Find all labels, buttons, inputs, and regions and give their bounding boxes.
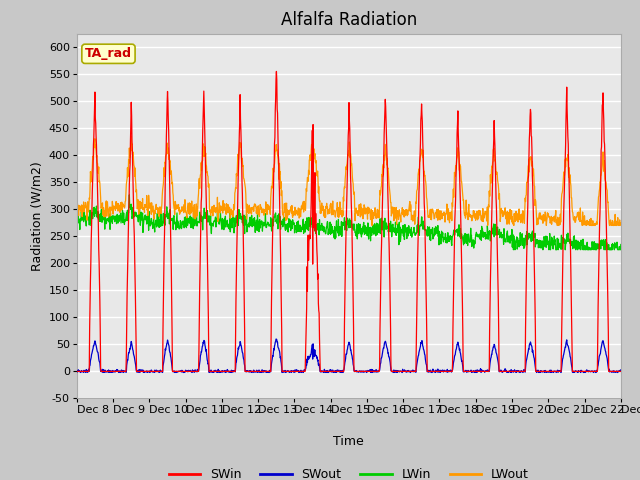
Legend: SWin, SWout, LWin, LWout: SWin, SWout, LWin, LWout xyxy=(164,463,534,480)
Y-axis label: Radiation (W/m2): Radiation (W/m2) xyxy=(30,161,43,271)
Text: TA_rad: TA_rad xyxy=(85,48,132,60)
X-axis label: Time: Time xyxy=(333,435,364,448)
Title: Alfalfa Radiation: Alfalfa Radiation xyxy=(281,11,417,29)
